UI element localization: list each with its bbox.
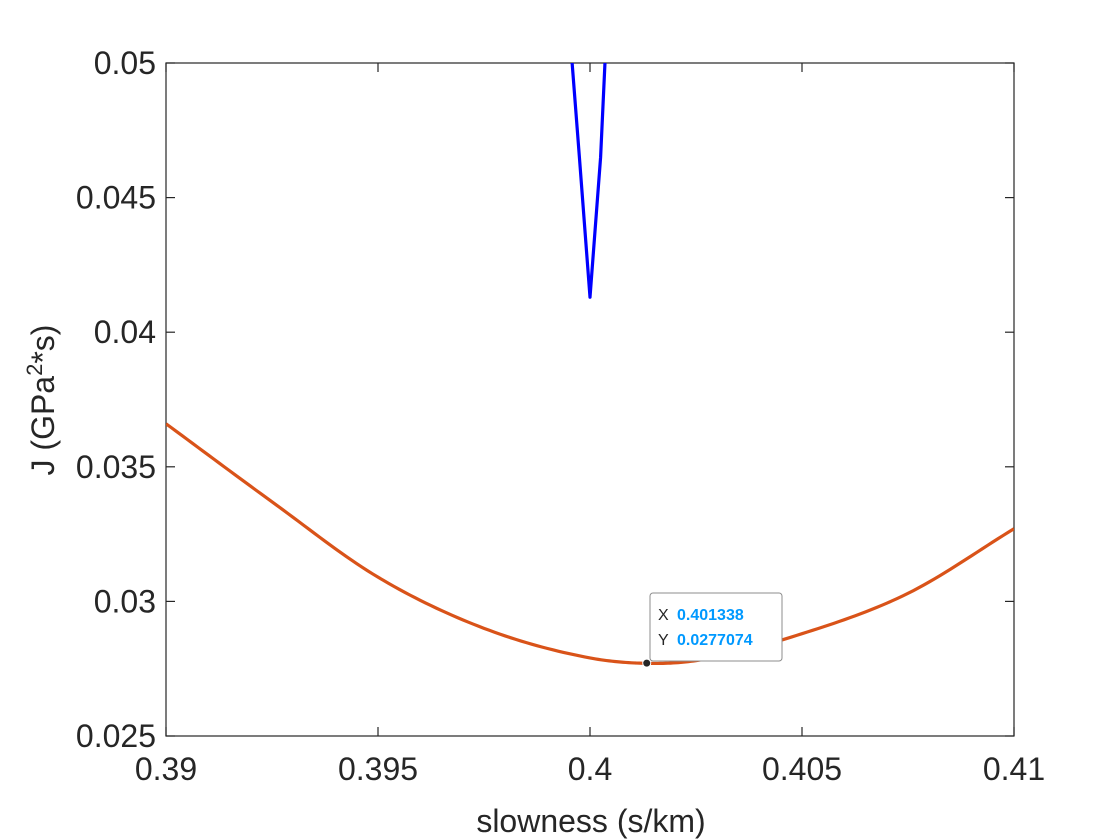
datatip-y-label: Y	[658, 632, 669, 649]
datatip[interactable]: X 0.401338 Y 0.0277074	[642, 592, 783, 668]
y-axis-ticks: 0.025 0.03 0.035 0.04 0.045 0.05	[76, 45, 1014, 754]
y-tick-label: 0.05	[94, 45, 156, 81]
datatip-x-value: 0.401338	[677, 607, 744, 624]
x-tick-label: 0.4	[568, 751, 612, 787]
x-tick-label: 0.41	[983, 751, 1045, 787]
y-axis-label-superscript: 2	[22, 364, 47, 376]
y-axis-label-main: J (GPa	[25, 376, 61, 476]
axes-frame	[165, 62, 1015, 737]
datatip-box	[649, 592, 783, 662]
x-axis-ticks: 0.39 0.395 0.4 0.405 0.41	[135, 63, 1045, 787]
x-tick-label: 0.39	[135, 751, 197, 787]
x-tick-label: 0.405	[762, 751, 842, 787]
y-axis-label: J (GPa2*s)	[22, 325, 62, 476]
y-tick-label: 0.04	[94, 314, 156, 350]
series-layer	[166, 63, 1014, 666]
y-tick-label: 0.03	[94, 583, 156, 619]
y-tick-label: 0.035	[76, 449, 156, 485]
y-axis-label-tail: *s)	[25, 325, 61, 364]
x-axis-label: slowness (s/km)	[476, 803, 705, 839]
datatip-x-label: X	[658, 607, 669, 624]
x-tick-label: 0.395	[338, 751, 418, 787]
y-tick-label: 0.025	[76, 718, 156, 754]
series-line-2	[166, 422, 1014, 666]
y-tick-label: 0.045	[76, 180, 156, 216]
datatip-y-value: 0.0277074	[677, 632, 753, 649]
axes-box	[165, 62, 1015, 737]
series-line-1	[570, 63, 607, 299]
datatip-marker[interactable]	[642, 658, 652, 668]
